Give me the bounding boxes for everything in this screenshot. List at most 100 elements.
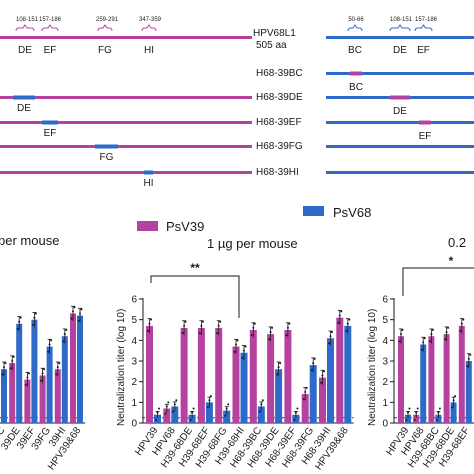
bar-psv68 xyxy=(77,315,83,423)
data-point xyxy=(437,411,440,414)
data-point xyxy=(293,418,296,421)
h68-39-insert-segment xyxy=(390,95,410,100)
data-point xyxy=(320,381,322,384)
hpv39-l1-bar xyxy=(0,36,252,39)
data-point xyxy=(79,312,81,315)
data-point xyxy=(24,383,27,386)
bar-psv68 xyxy=(240,352,248,423)
hpv68-loop-label: EF xyxy=(417,45,430,56)
y-tick-label: 6 xyxy=(382,295,388,306)
bar-psv39 xyxy=(232,346,240,423)
significance-stars-right: * xyxy=(449,254,454,268)
h68-39-chimera-bar xyxy=(326,72,474,75)
data-point xyxy=(58,362,61,365)
data-point xyxy=(198,332,201,335)
data-point xyxy=(338,314,341,317)
bar-psv68 xyxy=(292,414,300,423)
data-point xyxy=(328,342,330,345)
data-point xyxy=(208,399,211,402)
data-point xyxy=(422,341,425,344)
data-point xyxy=(233,350,236,353)
h68-39-chimera-name: H68-39DE xyxy=(256,92,303,103)
panel-title-middle: 1 µg per mouse xyxy=(207,236,298,251)
h68-39-chimera-name: H68-39FG xyxy=(256,141,303,152)
data-point xyxy=(331,331,333,334)
y-tick-label: 5 xyxy=(382,315,388,326)
data-point xyxy=(63,333,66,336)
h68-39-chimera-bar xyxy=(326,121,474,124)
data-point xyxy=(206,406,209,409)
significance-stars-middle: ** xyxy=(190,261,200,275)
bar-psv39 xyxy=(443,334,450,423)
data-point xyxy=(175,399,178,402)
bar-psv68 xyxy=(188,414,196,423)
data-point xyxy=(447,326,450,329)
data-point xyxy=(62,340,65,343)
legend-label-psv68: PsV68 xyxy=(333,205,371,220)
data-point xyxy=(172,410,175,413)
hpv68-loop-brace xyxy=(389,24,411,32)
data-point xyxy=(181,332,184,335)
bar-psv68 xyxy=(61,336,68,423)
hpv68-range-label: 157-186 xyxy=(415,17,438,23)
h68-39-insert-label: BC xyxy=(349,82,363,93)
data-point xyxy=(158,407,160,410)
data-point xyxy=(26,376,29,379)
data-point xyxy=(11,360,14,362)
hpv39-range-label: 108-151 xyxy=(16,17,39,23)
data-point xyxy=(47,350,50,353)
bar-psv39 xyxy=(70,313,76,423)
bar-psv39 xyxy=(413,414,420,423)
y-tick-label: 2 xyxy=(131,377,137,388)
y-axis-title: Neutralization titer (log 10) xyxy=(116,309,127,426)
data-point xyxy=(201,320,204,323)
bar-psv68 xyxy=(327,338,334,423)
y-tick-label: 1 xyxy=(382,398,388,409)
data-point xyxy=(400,333,402,336)
data-point xyxy=(405,418,408,421)
bar-psv68 xyxy=(309,365,317,423)
data-point xyxy=(4,362,7,365)
hpv39-loop-label: DE xyxy=(18,45,32,56)
data-point xyxy=(77,319,80,322)
bar-psv68 xyxy=(344,325,352,423)
data-point xyxy=(165,405,168,408)
h68-39-chimera-name: H68-39EF xyxy=(256,117,302,128)
data-point xyxy=(296,407,299,410)
data-point xyxy=(1,373,4,376)
data-point xyxy=(18,320,21,323)
legend-label-psv39: PsV39 xyxy=(166,219,204,234)
data-point xyxy=(413,418,416,421)
hpv39-loop-label: HI xyxy=(144,45,154,56)
y-tick-label: 3 xyxy=(131,357,137,368)
data-point xyxy=(398,340,401,343)
data-point xyxy=(346,322,349,325)
data-point xyxy=(72,310,74,313)
y-tick-label: 4 xyxy=(382,336,388,347)
hpv39-loop-brace xyxy=(141,24,157,32)
data-point xyxy=(16,327,19,330)
hpv68-l1-length: 505 aa xyxy=(256,40,287,51)
bar-psv68 xyxy=(223,410,231,423)
data-point xyxy=(27,372,30,375)
data-point xyxy=(41,372,44,375)
bar-psv68 xyxy=(205,402,213,423)
bar-psv39 xyxy=(215,327,223,423)
data-point xyxy=(224,414,227,417)
data-point xyxy=(407,411,409,414)
h39-68-insert-segment xyxy=(144,170,153,175)
bar-psv39 xyxy=(428,336,435,423)
y-tick-label: 0 xyxy=(131,419,137,430)
h39-68-insert-segment xyxy=(95,144,118,149)
data-point xyxy=(217,324,220,327)
data-point xyxy=(435,418,438,421)
data-point xyxy=(43,368,46,371)
data-point xyxy=(250,334,253,337)
data-point xyxy=(65,329,68,331)
bar-psv39 xyxy=(319,377,326,423)
significance-bracket-middle xyxy=(150,275,240,318)
bar-psv39 xyxy=(336,317,344,423)
